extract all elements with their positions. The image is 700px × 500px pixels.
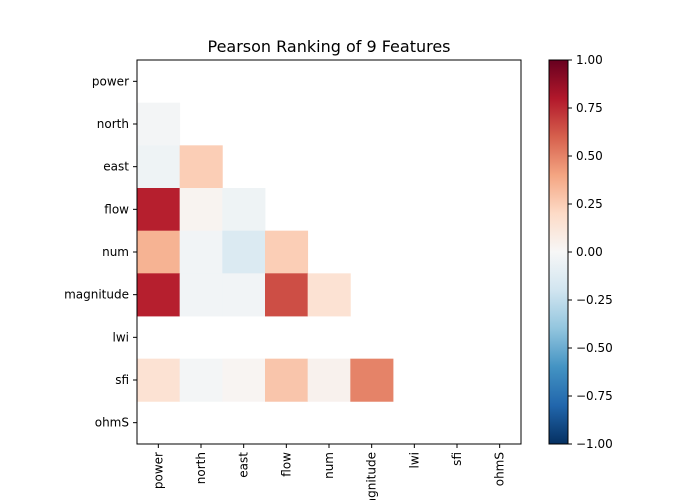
heatmap-cell-num-east xyxy=(222,230,266,274)
heatmap-cell-num-north xyxy=(179,230,223,274)
y-tick-label: east xyxy=(103,160,129,174)
heatmap-cell-sfi-north xyxy=(179,358,223,402)
x-tick-label: lwi xyxy=(407,452,421,468)
x-tick-label: magnitude xyxy=(365,452,379,500)
colorbar-tick-label: 0.00 xyxy=(576,245,603,259)
heatmap-cell-flow-east xyxy=(222,188,266,232)
y-tick-label: num xyxy=(102,245,129,259)
heatmap-cell-sfi-magnitude xyxy=(350,358,394,402)
x-tick-label: ohmS xyxy=(493,452,507,486)
heatmap-cell-magnitude-east xyxy=(222,273,266,317)
y-tick-label: magnitude xyxy=(64,288,129,302)
colorbar xyxy=(548,59,569,445)
x-tick-label: flow xyxy=(279,452,293,477)
heatmap-cell-east-power xyxy=(137,145,181,189)
y-axis: power north east flow num magnitude lwi sfi ohmS xyxy=(64,74,137,430)
colorbar-tick-label: −0.50 xyxy=(576,341,613,355)
chart-title: Pearson Ranking of 9 Features xyxy=(207,37,450,56)
x-tick-label: sfi xyxy=(450,452,464,466)
y-tick-label: sfi xyxy=(115,373,129,387)
heatmap-cells xyxy=(137,102,394,402)
heatmap-cell-magnitude-north xyxy=(179,273,223,317)
heatmap-cell-sfi-power xyxy=(137,358,181,402)
heatmap-cell-east-north xyxy=(179,145,223,189)
x-tick-label: power xyxy=(151,452,165,489)
heatmap-cell-sfi-east xyxy=(222,358,266,402)
heatmap-cell-flow-north xyxy=(179,188,223,232)
y-tick-label: ohmS xyxy=(95,416,129,430)
heatmap-cell-sfi-flow xyxy=(265,358,309,402)
heatmap-cell-num-power xyxy=(137,230,181,274)
y-tick-label: flow xyxy=(104,202,129,216)
y-tick-label: lwi xyxy=(113,330,129,344)
x-tick-label: north xyxy=(194,452,208,484)
colorbar-tick-label: 0.50 xyxy=(576,149,603,163)
y-tick-label: north xyxy=(97,117,129,131)
colorbar-tick-label: 0.75 xyxy=(576,101,603,115)
colorbar-tick-label: −0.25 xyxy=(576,293,613,307)
heatmap-cell-sfi-num xyxy=(307,358,351,402)
y-tick-label: power xyxy=(92,74,129,88)
heatmap-cell-magnitude-num xyxy=(307,273,351,317)
heatmap-cell-flow-power xyxy=(137,188,181,232)
heatmap-cell-num-flow xyxy=(265,230,309,274)
heatmap-cell-north-power xyxy=(137,102,181,146)
colorbar-tick-label: 0.25 xyxy=(576,197,603,211)
heatmap-cell-magnitude-power xyxy=(137,273,181,317)
colorbar-tick-label: −1.00 xyxy=(576,437,613,451)
colorbar-axis: −1.00 −0.75 −0.50 −0.25 0.00 0.25 0.50 0.75 1.00 xyxy=(568,53,613,451)
x-axis: power north east flow num magnitude lwi sfi ohmS xyxy=(151,444,507,500)
x-tick-label: east xyxy=(237,452,251,478)
colorbar-tick-label: −0.75 xyxy=(576,389,613,403)
heatmap-cell-magnitude-flow xyxy=(265,273,309,317)
x-tick-label: num xyxy=(322,452,336,479)
colorbar-tick-label: 1.00 xyxy=(576,53,603,67)
